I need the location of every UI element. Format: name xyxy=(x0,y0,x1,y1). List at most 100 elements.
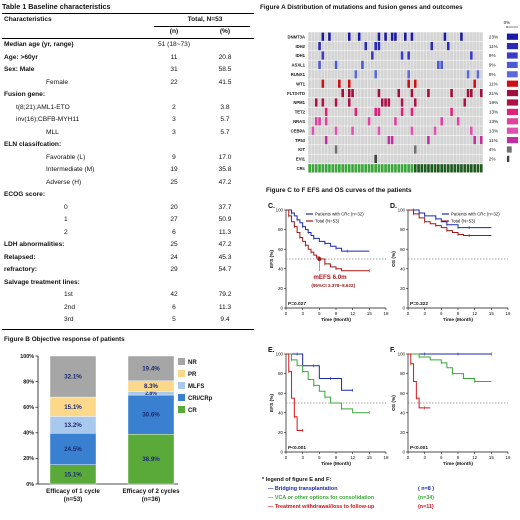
bar-data-label: 2.8% xyxy=(145,391,157,397)
y-tick-label: 20 xyxy=(400,286,405,291)
heatmap-cell xyxy=(364,164,368,173)
table-row-count: 27 xyxy=(170,216,178,223)
survival-curve xyxy=(408,353,431,409)
heatmap-cell xyxy=(466,164,470,173)
heatmap-cell xyxy=(430,42,434,51)
x-tick-label: 12 xyxy=(350,455,355,460)
heatmap-cell xyxy=(328,164,331,173)
heatmap-cell xyxy=(400,164,404,173)
gene-label: DNMT3A xyxy=(288,34,305,39)
panel-letter: C. xyxy=(268,203,275,210)
table-row-percent: 54.7 xyxy=(218,266,232,273)
table-bottom-rule xyxy=(2,329,254,330)
bar-segment xyxy=(49,433,97,465)
table-row-percent: 50.9 xyxy=(218,216,232,223)
legend-ef-count: ( n=8 ) xyxy=(418,486,435,492)
table-row: 1 27 50.9 xyxy=(2,216,254,226)
table-row-label: Sex: Male xyxy=(4,66,35,73)
heatmap-cell xyxy=(314,164,318,173)
table-row-label: t(8;21);AML1-ETO xyxy=(16,103,70,111)
bar-data-label: 24.5% xyxy=(64,446,82,453)
table-row-label: 1 xyxy=(64,216,68,223)
gene-label: FLT3-ITD xyxy=(287,91,305,96)
heatmap-cell xyxy=(400,51,404,60)
gene-percent-bar xyxy=(506,127,518,134)
legend-label: MLFS xyxy=(188,384,204,390)
y-tick-label: 20 xyxy=(278,286,283,291)
heatmap-cell xyxy=(324,117,328,126)
heatmap-cell xyxy=(331,164,335,173)
y-tick-label: 20 xyxy=(278,430,283,435)
heatmap-cell xyxy=(334,164,338,173)
heatmap-cell xyxy=(351,89,354,98)
y-tick-label: 0 xyxy=(403,306,406,311)
table-row-count: 51 (18~73) xyxy=(157,41,191,48)
y-tick-label: 100 xyxy=(398,352,406,357)
heatmap-cell xyxy=(361,60,364,69)
x-tick-label: 0 xyxy=(407,311,410,316)
heatmap-cell xyxy=(473,136,476,145)
legend-label: Patients with CRc (n=32) xyxy=(451,212,500,217)
heatmap-cell xyxy=(460,164,463,173)
heatmap-cell xyxy=(427,89,430,98)
table-row: Intermediate (M) 19 35.8 xyxy=(2,166,254,176)
table-row-count: 20 xyxy=(170,203,178,211)
y-tick-label: 100 xyxy=(276,352,284,357)
figure-b-objective-response: Figure B Objective response of patients … xyxy=(2,334,254,518)
survival-panel: E. 0 20 40 60 80 100 0 3 6 9 12 15 18 Time (Month) EFS … xyxy=(268,347,389,467)
table-row: Fusion gene: xyxy=(2,91,254,101)
legend-swatch xyxy=(178,370,185,377)
heatmap-cell xyxy=(410,32,414,41)
heatmap-cell xyxy=(347,32,351,41)
heatmap-cell xyxy=(413,145,417,154)
y-tick-label: 80% xyxy=(23,379,34,385)
heatmap-cell xyxy=(450,107,453,116)
gene-percent-bar xyxy=(506,43,518,50)
table-row-label: Adverse (H) xyxy=(46,178,82,186)
gene-label: RUNX1 xyxy=(291,72,306,77)
legend-ef-item: — Treatment withdrawal/loss to follow-up… xyxy=(268,504,434,510)
heatmap-cell xyxy=(374,42,377,51)
bar-data-label: 30.6% xyxy=(142,412,160,419)
x-tick-label: 0 xyxy=(285,311,288,316)
heatmap-cell xyxy=(460,32,463,41)
table-row: Sex: Male 31 58.5 xyxy=(2,66,254,76)
table-row-percent: 58.5 xyxy=(218,66,232,73)
legend-ef-name: Bridging transplantation xyxy=(274,486,338,492)
gene-label: EVI1 xyxy=(296,157,306,162)
x-tick-label: 6 xyxy=(318,455,321,460)
heatmap-cell xyxy=(387,164,391,173)
legend-ef-name: Treatment withdrawal/loss to follow-up xyxy=(274,504,375,510)
table-row: Relapsed: 24 45.3 xyxy=(2,254,254,264)
legend-swatch xyxy=(178,394,185,401)
table-row-count: 11 xyxy=(170,53,178,61)
heatmap-cell xyxy=(400,107,404,116)
y-tick-label: 0 xyxy=(403,450,406,455)
table-row-count: 3 xyxy=(172,128,176,136)
table-header-total: Total, N=53 xyxy=(187,16,223,23)
y-tick-label: 60 xyxy=(400,391,405,396)
heatmap-cell xyxy=(397,89,401,98)
gene-label: KIT xyxy=(298,147,305,152)
y-tick-label: 100 xyxy=(398,208,406,213)
table-row-label: 1st xyxy=(64,291,73,298)
gene-percent-bar xyxy=(506,155,510,162)
table-row-label: Salvage treatment lines: xyxy=(4,278,80,286)
heatmap-cell xyxy=(443,32,447,41)
gene-percent-label: 21% xyxy=(489,91,498,96)
heatmap-cell xyxy=(466,89,470,98)
x-tick-label: 9 xyxy=(335,455,338,460)
table-top-rule xyxy=(2,13,254,14)
p-value: P<0.001 xyxy=(410,445,428,451)
heatmap-cell xyxy=(318,164,321,173)
gene-percent-label: 4% xyxy=(489,147,496,152)
y-axis-label: EFS (%) xyxy=(269,394,275,413)
heatmap-cell xyxy=(423,164,427,173)
y-tick-label: 0% xyxy=(26,482,34,488)
x-tick-label: 6 xyxy=(440,311,443,316)
heatmap-cell xyxy=(437,164,440,173)
heatmap-cell xyxy=(453,164,457,173)
x-category-label: (n=36) xyxy=(142,496,160,503)
heatmap-cell xyxy=(446,42,450,51)
figure-a-svg: DNMT3A IDH2 IDH1 ASXL1 RUNX1 WT1 FLT3-ITD NPM1 T… xyxy=(287,20,518,174)
